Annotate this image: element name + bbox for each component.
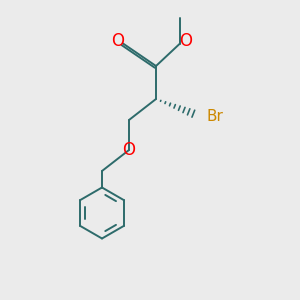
- Text: O: O: [111, 32, 124, 50]
- Text: O: O: [179, 32, 192, 50]
- Text: Br: Br: [206, 110, 223, 124]
- Text: O: O: [122, 141, 136, 159]
